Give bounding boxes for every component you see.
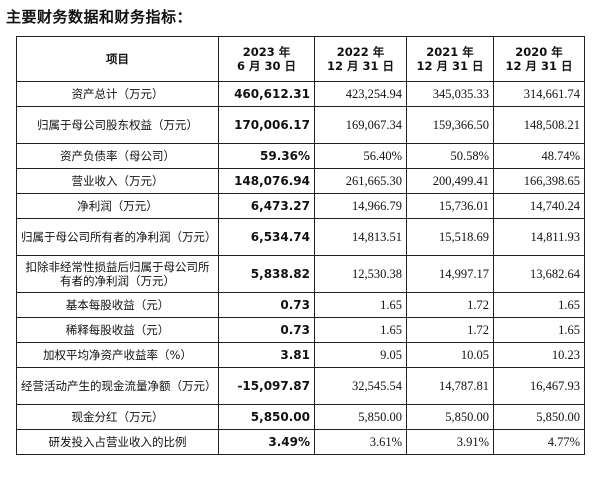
table-row: 经营活动产生的现金流量净额（万元） -15,097.87 32,545.54 14,7… bbox=[16, 367, 585, 405]
value-cell: 5,850.00 bbox=[218, 404, 315, 430]
value-cell: 1.65 bbox=[493, 292, 585, 318]
value-cell: 6,473.27 bbox=[218, 193, 315, 219]
row-label: 资产总计（万元） bbox=[16, 81, 219, 107]
row-label: 归属于母公司所有者的净利润（万元） bbox=[16, 218, 219, 256]
value-cell: 14,966.79 bbox=[314, 193, 407, 219]
row-label: 基本每股收益（元） bbox=[16, 292, 219, 318]
header-item: 项目 bbox=[16, 36, 219, 82]
value-cell: 261,665.30 bbox=[314, 168, 407, 194]
value-cell: 460,612.31 bbox=[218, 81, 315, 107]
value-cell: 3.91% bbox=[406, 429, 494, 455]
value-cell: 50.58% bbox=[406, 143, 494, 169]
value-cell: 1.72 bbox=[406, 292, 494, 318]
value-cell: 0.73 bbox=[218, 292, 315, 318]
value-cell: 5,850.00 bbox=[314, 404, 407, 430]
section-title: 主要财务数据和财务指标： bbox=[6, 8, 193, 26]
value-cell: 32,545.54 bbox=[314, 367, 407, 405]
value-cell: 9.05 bbox=[314, 342, 407, 368]
value-cell: 1.65 bbox=[314, 317, 407, 343]
value-cell: 59.36% bbox=[218, 143, 315, 169]
value-cell: 4.77% bbox=[493, 429, 585, 455]
row-label: 净利润（万元） bbox=[16, 193, 219, 219]
value-cell: 13,682.64 bbox=[493, 255, 585, 293]
table-row: 研发投入占营业收入的比例 3.49% 3.61% 3.91% 4.77% bbox=[16, 429, 585, 455]
value-cell: 166,398.65 bbox=[493, 168, 585, 194]
row-label: 扣除非经常性损益后归属于母公司所有者的净利润（万元） bbox=[16, 255, 219, 293]
row-label: 归属于母公司股东权益（万元） bbox=[16, 106, 219, 144]
table-row: 归属于母公司所有者的净利润（万元） 6,534.74 14,813.51 15,518… bbox=[16, 218, 585, 256]
value-cell: 15,736.01 bbox=[406, 193, 494, 219]
value-cell: 15,518.69 bbox=[406, 218, 494, 256]
value-cell: 3.81 bbox=[218, 342, 315, 368]
value-cell: 56.40% bbox=[314, 143, 407, 169]
value-cell: 0.73 bbox=[218, 317, 315, 343]
value-cell: 10.05 bbox=[406, 342, 494, 368]
table-row: 加权平均净资产收益率（%） 3.81 9.05 10.05 10.23 bbox=[16, 342, 585, 368]
value-cell: 1.65 bbox=[493, 317, 585, 343]
table-row: 基本每股收益（元） 0.73 1.65 1.72 1.65 bbox=[16, 292, 585, 318]
value-cell: 314,661.74 bbox=[493, 81, 585, 107]
value-cell: 14,787.81 bbox=[406, 367, 494, 405]
value-cell: 5,838.82 bbox=[218, 255, 315, 293]
value-cell: 200,499.41 bbox=[406, 168, 494, 194]
value-cell: 5,850.00 bbox=[406, 404, 494, 430]
table-row: 净利润（万元） 6,473.27 14,966.79 15,736.01 14,740.… bbox=[16, 193, 585, 219]
value-cell: 16,467.93 bbox=[493, 367, 585, 405]
table-row: 现金分红（万元） 5,850.00 5,850.00 5,850.00 5,850.00 bbox=[16, 404, 585, 430]
row-label: 现金分红（万元） bbox=[16, 404, 219, 430]
header-2021: 2021 年 12 月 31 日 bbox=[406, 36, 494, 82]
value-cell: 14,811.93 bbox=[493, 218, 585, 256]
row-label: 营业收入（万元） bbox=[16, 168, 219, 194]
value-cell: 148,076.94 bbox=[218, 168, 315, 194]
row-label: 资产负债率（母公司） bbox=[16, 143, 219, 169]
value-cell: 3.49% bbox=[218, 429, 315, 455]
value-cell: 148,508.21 bbox=[493, 106, 585, 144]
value-cell: 1.72 bbox=[406, 317, 494, 343]
row-label: 经营活动产生的现金流量净额（万元） bbox=[16, 367, 219, 405]
value-cell: 14,740.24 bbox=[493, 193, 585, 219]
value-cell: 14,813.51 bbox=[314, 218, 407, 256]
value-cell: 169,067.34 bbox=[314, 106, 407, 144]
table-row: 扣除非经常性损益后归属于母公司所有者的净利润（万元） 5,838.82 12,530… bbox=[16, 255, 585, 293]
table-row: 资产总计（万元） 460,612.31 423,254.94 345,035.33 31… bbox=[16, 81, 585, 107]
header-2020: 2020 年 12 月 31 日 bbox=[493, 36, 585, 82]
table-row: 稀释每股收益（元） 0.73 1.65 1.72 1.65 bbox=[16, 317, 585, 343]
value-cell: 6,534.74 bbox=[218, 218, 315, 256]
value-cell: 10.23 bbox=[493, 342, 585, 368]
value-cell: 423,254.94 bbox=[314, 81, 407, 107]
value-cell: 345,035.33 bbox=[406, 81, 494, 107]
value-cell: 48.74% bbox=[493, 143, 585, 169]
value-cell: 159,366.50 bbox=[406, 106, 494, 144]
table-row: 资产负债率（母公司） 59.36% 56.40% 50.58% 48.74% bbox=[16, 143, 585, 169]
row-label: 研发投入占营业收入的比例 bbox=[16, 429, 219, 455]
value-cell: 14,997.17 bbox=[406, 255, 494, 293]
value-cell: 12,530.38 bbox=[314, 255, 407, 293]
table-row: 营业收入（万元） 148,076.94 261,665.30 200,499.41 16… bbox=[16, 168, 585, 194]
row-label: 加权平均净资产收益率（%） bbox=[16, 342, 219, 368]
value-cell: 3.61% bbox=[314, 429, 407, 455]
value-cell: 170,006.17 bbox=[218, 106, 315, 144]
value-cell: 5,850.00 bbox=[493, 404, 585, 430]
value-cell: 1.65 bbox=[314, 292, 407, 318]
value-cell: -15,097.87 bbox=[218, 367, 315, 405]
table-row: 归属于母公司股东权益（万元） 170,006.17 169,067.34 159,36… bbox=[16, 106, 585, 144]
header-2022: 2022 年 12 月 31 日 bbox=[314, 36, 407, 82]
row-label: 稀释每股收益（元） bbox=[16, 317, 219, 343]
